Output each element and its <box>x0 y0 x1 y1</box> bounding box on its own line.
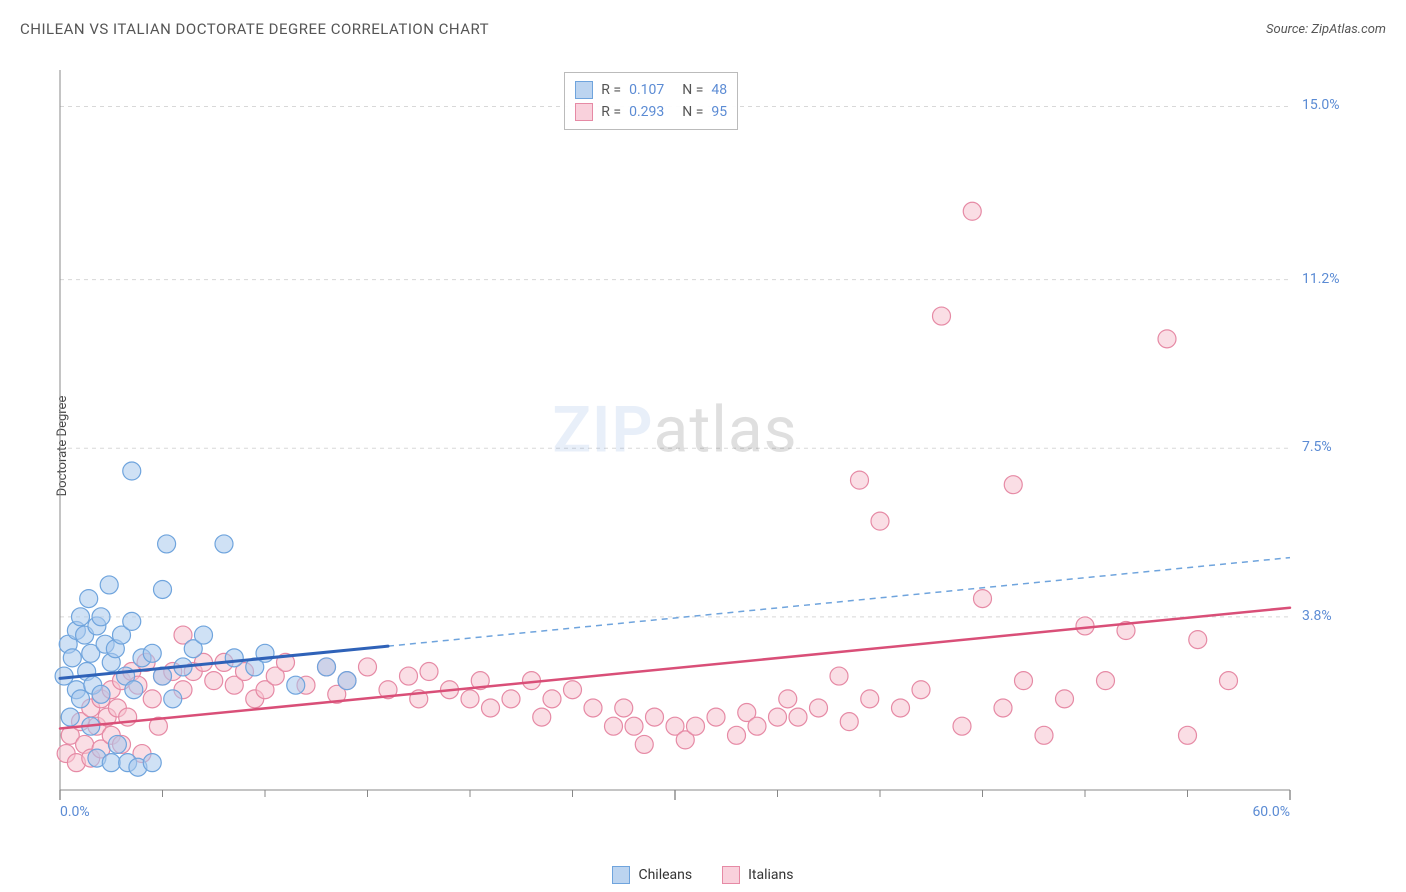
legend-n-value: 95 <box>711 104 727 120</box>
series-legend-item: Chileans <box>612 866 692 884</box>
scatter-plot: ZIPatlas R =0.107N =48R =0.293N =95 3.8%… <box>50 60 1350 830</box>
series-legend: Chileans Italians <box>0 866 1406 884</box>
chart-title: CHILEAN VS ITALIAN DOCTORATE DEGREE CORR… <box>20 20 489 38</box>
legend-r-label: R = <box>601 104 621 120</box>
x-tick-label: 0.0% <box>60 804 90 820</box>
series-legend-label: Italians <box>748 867 793 883</box>
legend-swatch <box>575 81 593 99</box>
series-legend-label: Chileans <box>638 867 692 883</box>
y-tick-label: 7.5% <box>1302 439 1332 455</box>
chart-source: Source: ZipAtlas.com <box>1266 22 1386 37</box>
y-tick-label: 3.8% <box>1302 608 1332 624</box>
legend-row: R = 0.107 N = 48 <box>575 79 727 101</box>
legend-r-label: R = <box>601 82 621 98</box>
legend-r-value: 0.293 <box>629 104 664 120</box>
legend-r-value: 0.107 <box>629 82 664 98</box>
legend-n-label: N = <box>682 82 703 98</box>
legend-n-label: N = <box>682 104 703 120</box>
series-legend-item: Italians <box>722 866 793 884</box>
chart-header: CHILEAN VS ITALIAN DOCTORATE DEGREE CORR… <box>20 20 1386 38</box>
correlation-legend: R = 0.107 N = 48 R = 0.293 N = 95 <box>564 72 738 130</box>
legend-swatch <box>575 103 593 121</box>
legend-row: R = 0.293 N = 95 <box>575 101 727 123</box>
chart-svg <box>50 60 1350 830</box>
legend-swatch <box>612 866 630 884</box>
x-tick-label: 60.0% <box>1252 804 1290 820</box>
legend-swatch <box>722 866 740 884</box>
y-tick-label: 11.2% <box>1302 271 1340 287</box>
legend-n-value: 48 <box>711 82 727 98</box>
y-tick-label: 15.0% <box>1302 97 1340 113</box>
